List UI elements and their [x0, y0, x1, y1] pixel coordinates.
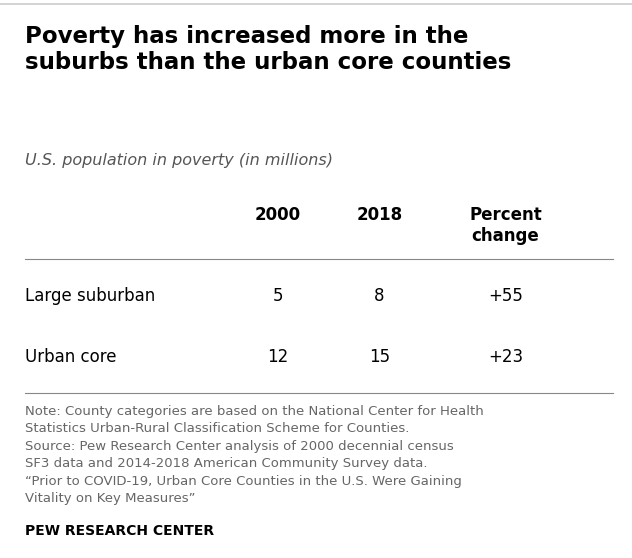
Text: +23: +23 [488, 348, 523, 366]
Text: U.S. population in poverty (in millions): U.S. population in poverty (in millions) [25, 153, 333, 169]
Text: 2000: 2000 [255, 206, 301, 224]
Text: Percent
change: Percent change [469, 206, 542, 244]
Text: 8: 8 [374, 287, 384, 305]
Text: Note: County categories are based on the National Center for Health
Statistics U: Note: County categories are based on the… [25, 405, 484, 505]
Text: Large suburban: Large suburban [25, 287, 155, 305]
Text: Urban core: Urban core [25, 348, 117, 366]
Text: Poverty has increased more in the
suburbs than the urban core counties: Poverty has increased more in the suburb… [25, 25, 512, 74]
Text: PEW RESEARCH CENTER: PEW RESEARCH CENTER [25, 525, 214, 538]
Text: 15: 15 [368, 348, 390, 366]
Text: 2018: 2018 [356, 206, 402, 224]
Text: +55: +55 [488, 287, 523, 305]
Text: 5: 5 [273, 287, 283, 305]
Text: 12: 12 [267, 348, 289, 366]
